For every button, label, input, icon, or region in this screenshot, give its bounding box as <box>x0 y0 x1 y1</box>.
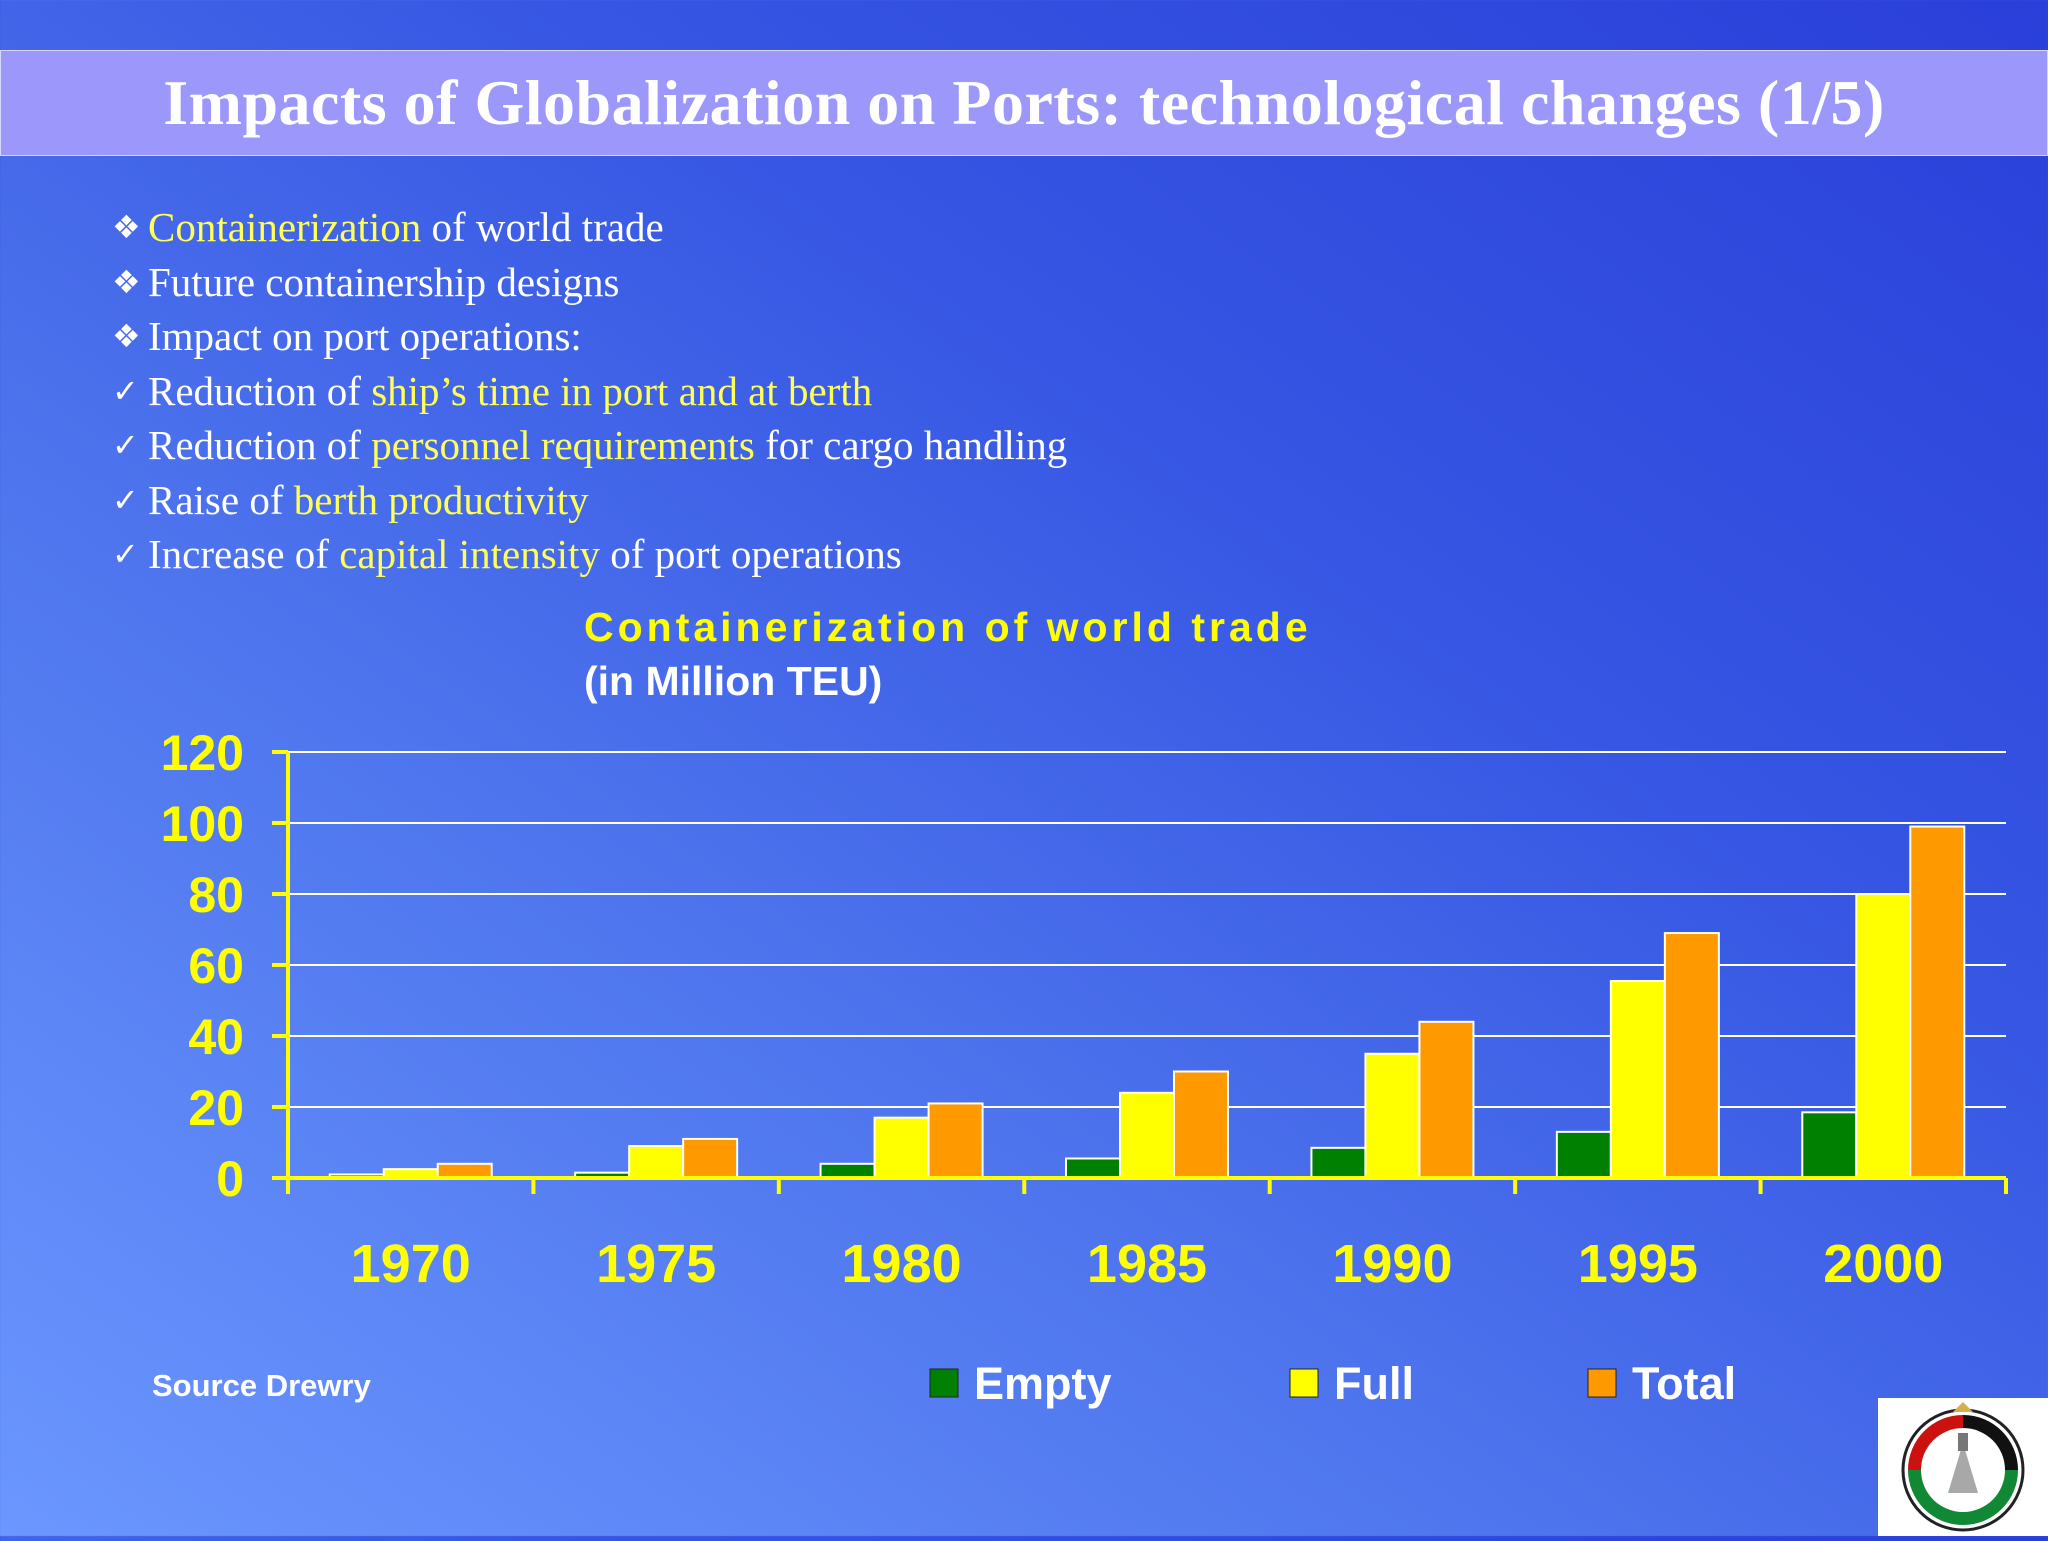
diamond-bullet-icon: ❖ <box>112 262 141 301</box>
bullet-text: Reduction of <box>148 422 372 468</box>
legend-swatch-full <box>1289 1368 1319 1398</box>
y-tick-labels: 0 20 40 60 80 100 120 <box>161 725 244 1207</box>
bar-full-1975 <box>628 1145 685 1180</box>
y-tick-label: 40 <box>188 1009 244 1065</box>
bar-full-1995 <box>1609 979 1666 1179</box>
bullet-text: for cargo handling <box>754 422 1068 468</box>
bullet-text: Increase of <box>148 531 340 577</box>
bar-full-1985 <box>1119 1091 1175 1180</box>
bar-full-1980 <box>873 1116 930 1180</box>
checkmark-icon: ✓ <box>112 371 139 410</box>
bar-empty-1995 <box>1555 1130 1612 1179</box>
y-tick-label: 60 <box>188 938 244 994</box>
bar-total-1985 <box>1173 1070 1229 1179</box>
gridlines <box>288 751 2006 1108</box>
y-tick-label: 20 <box>188 1080 244 1136</box>
y-tick-label: 100 <box>161 796 244 852</box>
legend-swatch-empty <box>929 1368 959 1398</box>
x-tick-label: 2000 <box>1823 1234 1943 1294</box>
bullet-item: ✓ Raise of berth productivity <box>112 473 1067 528</box>
diamond-bullet-icon: ❖ <box>112 317 141 355</box>
bullet-highlight-text: capital intensity <box>339 531 600 577</box>
bullet-item: ❖ Containerization of world trade <box>112 200 1067 255</box>
legend-label: Empty <box>974 1358 1112 1409</box>
bullet-item: ❖ Impact on port operations: <box>112 309 1067 364</box>
y-tick-label: 80 <box>188 867 244 923</box>
bullet-highlight-text: personnel requirements <box>371 422 755 468</box>
legend: Empty Full Total <box>929 1358 1736 1409</box>
bullet-text: of port operations <box>599 531 902 577</box>
bullet-item: ✓ Reduction of personnel requirements for… <box>112 418 1067 473</box>
x-tick-label: 1990 <box>1332 1234 1452 1294</box>
diamond-bullet-icon: ❖ <box>112 208 141 246</box>
bar-empty-1985 <box>1065 1157 1121 1179</box>
ports-corporation-emblem-icon <box>1901 1402 2025 1532</box>
bullet-highlight-text: ship’s time in port and at berth <box>371 367 873 414</box>
bar-total-1995 <box>1663 932 1720 1179</box>
bar-total-1975 <box>682 1137 739 1179</box>
slide-title: Impacts of Globalization on Ports: techn… <box>163 67 1885 138</box>
bullet-text: Future containership designs <box>148 258 620 305</box>
x-tick-label: 1985 <box>1087 1234 1207 1294</box>
x-tick-labels: 1970 1975 1980 1985 1990 1995 2000 <box>351 1234 1944 1294</box>
legend-label: Total <box>1632 1358 1736 1409</box>
bullet-list: ❖ Containerization of world trade ❖ Future … <box>112 200 1067 582</box>
logo <box>1878 1398 2048 1536</box>
bar-full-1990 <box>1364 1052 1421 1179</box>
bar-empty-1990 <box>1310 1146 1367 1179</box>
checkmark-icon: ✓ <box>112 480 139 519</box>
bullet-text: Reduction of <box>148 367 372 414</box>
bullet-highlight-text: berth productivity <box>293 476 589 523</box>
x-tick-label: 1995 <box>1578 1234 1698 1294</box>
bar-total-1970 <box>436 1162 493 1180</box>
x-tick-label: 1975 <box>596 1234 716 1294</box>
bar-empty-1980 <box>819 1162 876 1180</box>
legend-label: Full <box>1334 1358 1414 1409</box>
chart-subtitle: (in Million TEU) <box>584 658 883 704</box>
y-tick-label: 0 <box>216 1151 244 1207</box>
checkmark-icon: ✓ <box>112 535 139 573</box>
x-tick-label: 1970 <box>351 1234 471 1294</box>
bar-total-2000 <box>1909 825 1966 1179</box>
bars <box>328 825 1966 1180</box>
bullet-highlight-text: Containerization <box>148 204 422 250</box>
bar-full-2000 <box>1855 893 1912 1179</box>
bullet-text: of world trade <box>421 204 664 250</box>
bullet-item: ✓ Increase of capital intensity of port o… <box>112 527 1067 582</box>
axes <box>272 750 2008 1194</box>
bar-empty-2000 <box>1801 1111 1858 1179</box>
bullet-item: ✓ Reduction of ship’s time in port and at… <box>112 364 1067 419</box>
x-tick-label: 1980 <box>842 1234 962 1294</box>
bar-total-1990 <box>1418 1020 1475 1179</box>
bullet-text: Impact on port operations: <box>148 313 582 359</box>
bar-total-1980 <box>927 1102 984 1179</box>
bullet-text: Raise of <box>148 476 294 523</box>
y-tick-label: 120 <box>161 725 244 781</box>
source-note: Source Drewry <box>152 1368 371 1403</box>
legend-swatch-total <box>1587 1368 1617 1398</box>
checkmark-icon: ✓ <box>112 426 139 464</box>
title-bar: Impacts of Globalization on Ports: techn… <box>0 50 2048 156</box>
chart-title: Containerization of world trade <box>584 604 1312 650</box>
bullet-item: ❖ Future containership designs <box>112 255 1067 310</box>
